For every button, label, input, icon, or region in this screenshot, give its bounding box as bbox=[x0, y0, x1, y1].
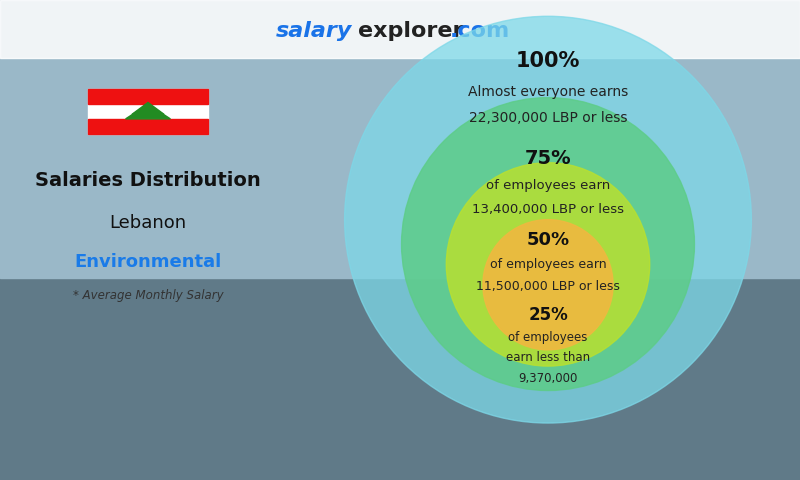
Bar bbox=[88, 89, 208, 104]
Polygon shape bbox=[126, 104, 170, 119]
Text: Salaries Distribution: Salaries Distribution bbox=[35, 170, 261, 190]
Text: of employees earn: of employees earn bbox=[490, 258, 606, 271]
Circle shape bbox=[345, 16, 751, 423]
Bar bbox=[0, 58, 800, 278]
Text: salary: salary bbox=[276, 21, 352, 41]
Text: * Average Monthly Salary: * Average Monthly Salary bbox=[73, 288, 223, 302]
Text: 25%: 25% bbox=[528, 306, 568, 324]
Text: of employees: of employees bbox=[508, 331, 588, 344]
Bar bbox=[0, 278, 800, 480]
Polygon shape bbox=[132, 103, 164, 114]
Text: of employees earn: of employees earn bbox=[486, 179, 610, 192]
Text: 75%: 75% bbox=[525, 149, 571, 168]
Text: 100%: 100% bbox=[516, 51, 580, 71]
Circle shape bbox=[402, 97, 694, 391]
Text: 13,400,000 LBP or less: 13,400,000 LBP or less bbox=[472, 203, 624, 216]
Text: 11,500,000 LBP or less: 11,500,000 LBP or less bbox=[476, 280, 620, 293]
Text: Environmental: Environmental bbox=[74, 252, 222, 271]
Text: .com: .com bbox=[450, 21, 510, 41]
Bar bbox=[0, 0, 800, 58]
Bar bbox=[88, 89, 208, 134]
Text: explorer: explorer bbox=[358, 21, 463, 41]
Text: 9,370,000: 9,370,000 bbox=[518, 372, 578, 385]
Bar bbox=[88, 119, 208, 134]
Text: Lebanon: Lebanon bbox=[110, 214, 186, 232]
Text: 50%: 50% bbox=[526, 231, 570, 249]
Circle shape bbox=[483, 220, 613, 350]
Text: earn less than: earn less than bbox=[506, 351, 590, 364]
Circle shape bbox=[446, 163, 650, 366]
Text: Almost everyone earns: Almost everyone earns bbox=[468, 84, 628, 98]
Text: 22,300,000 LBP or less: 22,300,000 LBP or less bbox=[469, 111, 627, 125]
